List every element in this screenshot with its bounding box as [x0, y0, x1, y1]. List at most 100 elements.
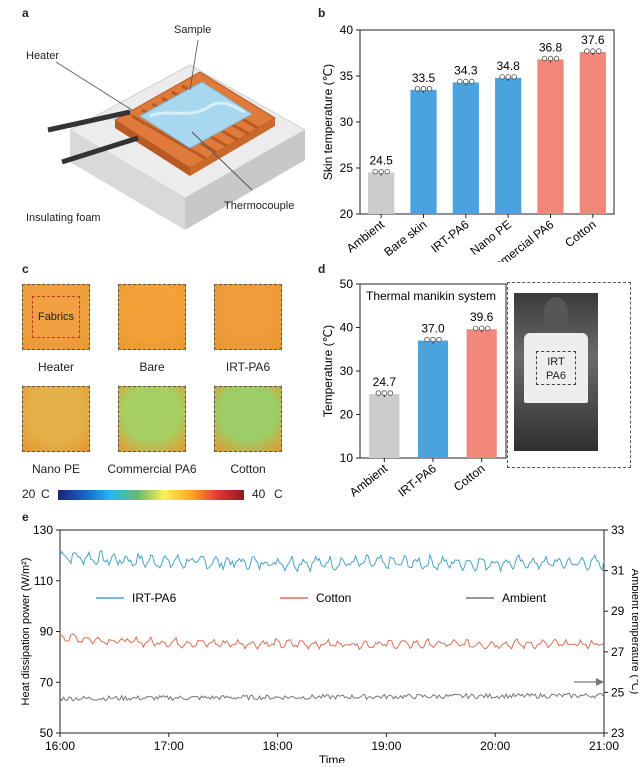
panel-letter-b: b: [318, 6, 326, 20]
manikin-photo: IRT PA6: [514, 293, 598, 451]
thumb-cotton: [214, 386, 282, 452]
y-axis-label: Temperature (℃): [321, 325, 335, 417]
data-point: [387, 390, 393, 396]
heater-side: [115, 120, 190, 176]
legend-label-irt-pa6: IRT-PA6: [132, 591, 177, 605]
data-point: [553, 55, 560, 62]
manikin-photo-frame: IRT PA6: [507, 282, 631, 468]
thumb-heater: Fabrics: [22, 284, 90, 350]
chart-title: Thermal manikin system: [366, 289, 496, 303]
data-point: [505, 74, 511, 80]
y-tick-label: 35: [340, 69, 354, 83]
data-point: [541, 55, 548, 62]
data-point: [485, 325, 491, 331]
manikin-label-line2: PA6: [546, 370, 566, 382]
callout-heater: [55, 61, 133, 111]
data-point: [424, 336, 430, 343]
x-tick-label: Cotton: [562, 217, 598, 250]
data-point: [381, 390, 387, 396]
y-tick-label: 20: [340, 408, 354, 422]
callout-sample: [189, 39, 199, 91]
bar-irt-pa6: [417, 340, 449, 458]
y-left-axis-label: Heat dissipation power (W/m²): [20, 558, 32, 706]
label-thermocouple: Thermocouple: [224, 200, 295, 212]
data-point: [372, 168, 378, 175]
data-point: [499, 74, 505, 80]
thumb-label-irt-pa6: IRT-PA6: [225, 360, 271, 374]
colorbar-max-unit: C: [274, 487, 283, 501]
label-sample: Sample: [174, 24, 212, 36]
heater-side-right: [190, 118, 275, 176]
thumb-nano-pe: [22, 386, 90, 452]
y-right-tick-label: 31: [611, 564, 625, 578]
series-line-cotton: [59, 633, 605, 651]
y-tick-label: 10: [340, 451, 354, 465]
sample-wave: [149, 101, 246, 118]
data-label: 34.3: [454, 63, 478, 77]
chart-b: 20 25 30 35 40 24.5 Ambient 33.5 Bare skin 34.3 IR…: [321, 23, 615, 262]
data-label: 34.8: [496, 59, 520, 73]
data-point: [384, 168, 390, 175]
x-tick-label: IRT-PA6: [395, 461, 439, 499]
series-line-irt-pa6: [59, 549, 605, 574]
colorbar-max-label: 40: [252, 487, 266, 501]
x-tick-label: 19:00: [371, 739, 401, 753]
data-label: 37.6: [581, 33, 605, 47]
y-tick-label: 25: [340, 161, 354, 175]
sample-fabric: [139, 81, 253, 149]
bar-bare-skin: [410, 89, 437, 214]
data-label: 37.0: [421, 322, 445, 336]
colorbar-min-label: 20: [22, 487, 36, 501]
x-tick-label: Bare skin: [381, 217, 429, 259]
y-right-tick-label: 33: [611, 523, 625, 537]
y-tick-label: 50: [340, 277, 354, 291]
thumb-label-commercial-pa6: Commercial PA6: [107, 462, 197, 476]
thermo-wire: [191, 131, 253, 191]
x-tick-label: Ambient: [344, 217, 388, 256]
thumb-label-bare: Bare: [139, 360, 165, 374]
x-tick-label: Ambient: [347, 461, 391, 500]
x-tick-label: IRT-PA6: [428, 217, 472, 255]
data-point: [547, 55, 554, 62]
panel-letter-a: a: [22, 6, 29, 20]
data-point: [473, 325, 479, 331]
thumb-label-cotton: Cotton: [230, 462, 266, 476]
data-point: [436, 336, 442, 343]
thumb-label-heater: Heater: [37, 360, 75, 374]
data-point: [430, 336, 436, 343]
bar-commercial-pa6: [537, 59, 564, 214]
data-point: [469, 78, 475, 85]
bar-nano-pe: [495, 77, 522, 214]
panel-letter-e: e: [22, 510, 29, 524]
data-point: [479, 325, 485, 331]
data-point: [375, 390, 381, 396]
bar-ambient: [369, 394, 400, 458]
plot-frame: [359, 29, 615, 215]
axis-arrow-head: [596, 678, 604, 686]
thumb-irt-pa6: [214, 284, 282, 350]
y-right-tick-label: 23: [611, 726, 625, 740]
data-point: [378, 168, 384, 175]
bar-cotton: [579, 52, 606, 214]
colorbar-min-unit: C: [41, 487, 50, 501]
y-axis-label: Skin temperature (℃): [321, 64, 335, 180]
y-tick-label: 40: [340, 23, 354, 37]
x-tick-label: 18:00: [263, 739, 293, 753]
manikin-shirt: [524, 333, 588, 403]
legend-label-ambient: Ambient: [502, 591, 547, 605]
manikin-label-line1: IRT: [547, 356, 565, 368]
data-point: [584, 48, 590, 54]
fabrics-box: Fabrics: [32, 296, 80, 338]
thumb-label-nano-pe: Nano PE: [31, 462, 81, 476]
data-label: 24.7: [373, 375, 397, 389]
manikin-head: [544, 297, 568, 327]
data-point: [414, 86, 421, 92]
y-left-tick-label: 50: [40, 726, 54, 740]
thumb-commercial-pa6: [118, 386, 186, 452]
bar-irt-pa6: [452, 82, 479, 214]
chart-e: 50 70 90 110 130 23 25 27 29 31 33 16:00 17:00 18:00 1…: [20, 523, 638, 763]
panel-letter-d: d: [318, 262, 326, 276]
chart-d: 10 20 30 40 50 24.7 Ambient 37.0 IRT-PA6 39.6 Cott…: [321, 277, 507, 500]
data-label: 24.5: [369, 154, 393, 168]
y-left-tick-label: 70: [40, 675, 54, 689]
